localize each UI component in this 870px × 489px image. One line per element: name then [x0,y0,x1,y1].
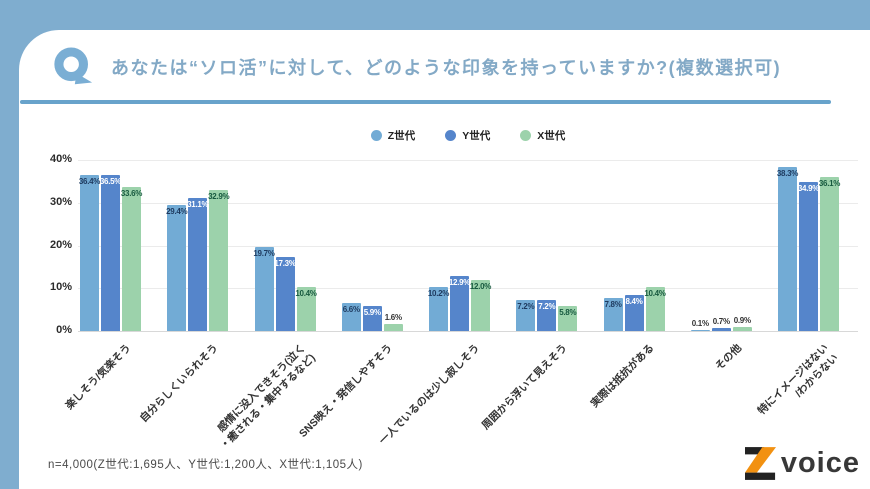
sample-size-note: n=4,000(Z世代:1,695人、Y世代:1,200人、X世代:1,105人… [48,459,363,471]
header: あなたは“ソロ活”に対して、どのような印象を持っていますか?(複数選択可) [53,46,781,88]
z-voice-logo: voice [744,447,860,480]
bar-value-label: 34.9% [797,183,820,193]
chart-legend: Z世代 Y世代 X世代 [78,128,858,143]
bar-value-label: 31.1% [187,200,209,210]
bar [80,175,99,331]
gridline [78,160,858,161]
question-bubble-q-icon [54,47,93,85]
bar-value-label: 0.7% [712,317,730,326]
gridline [78,245,858,247]
bar-value-label: 5.8% [559,308,577,318]
logo-text: voice [780,447,860,479]
bar-value-label: 33.6% [120,189,143,199]
bar-value-label: 10.4% [644,288,666,298]
x-axis-tick-label: その他 [712,342,744,373]
legend-label: Z世代 [387,130,416,142]
bar-value-label: 38.3% [776,169,799,179]
bar [341,302,361,331]
bar-value-label: 8.4% [625,297,643,307]
bar [624,295,644,331]
bar-value-label: 36.4% [78,177,101,187]
bar [603,297,623,331]
bar [645,286,665,331]
bar-value-label: 7.2% [517,302,535,312]
header-divider [20,100,831,104]
legend-dot-icon [520,130,532,141]
bar-value-label: 0.9% [733,316,751,326]
x-axis-tick-label: 一人でいるのは少し寂しそう [376,342,482,448]
x-axis-tick-label: 周囲から浮いて見えそう [479,342,570,432]
bar-value-label: 7.8% [604,299,622,309]
legend-item: Z世代 [370,128,416,143]
bar [275,257,295,331]
bar-value-label: 1.6% [384,313,402,323]
bar [690,330,710,331]
bar [429,287,448,331]
bar-value-label: 19.7% [253,248,275,258]
bar-value-label: 36.5% [99,176,122,186]
bar [471,279,490,331]
bar-value-label: 0.1% [691,319,709,328]
legend-label: Y世代 [462,130,491,142]
bar [558,306,578,331]
bar-value-label: 6.6% [342,304,360,314]
y-axis-tick-label: 0% [56,324,72,336]
legend-item: X世代 [520,128,565,143]
bar [383,324,403,331]
bar [799,181,818,331]
bar [122,187,141,331]
y-axis-tick-label: 10% [49,281,72,294]
gridline [78,202,858,204]
bar [711,328,731,331]
x-axis-tick-label: 楽しそう/気楽そう [63,342,133,412]
legend-label: X世代 [537,130,566,142]
legend-item: Y世代 [445,128,490,143]
bar [732,327,752,331]
bar-value-label: 7.2% [538,302,556,312]
bar-value-label: 5.9% [363,307,381,317]
bar-value-label: 17.3% [274,259,296,269]
bar-value-label: 10.4% [295,288,317,298]
bar [254,246,274,331]
bar [778,167,797,331]
bar [820,176,839,331]
gridline [78,331,858,332]
bar [209,190,229,331]
bar [537,300,557,331]
content-card: あなたは“ソロ活”に対して、どのような印象を持っていますか?(複数選択可) [19,30,870,489]
bar [362,305,382,331]
x-axis-tick-label: 自分らしくいられそう [137,342,221,425]
bar [101,174,120,331]
bar [450,275,469,331]
legend-dot-icon [370,130,382,141]
y-axis-tick-label: 30% [49,195,72,208]
x-axis-tick-label: 特にイメージはない /わからない [755,342,841,418]
bar-value-label: 36.1% [818,178,841,188]
logo-z-icon [744,447,776,480]
bar [167,205,187,331]
bar [516,300,536,331]
y-axis-tick-label: 20% [49,238,72,251]
x-axis-tick-label: 実際は抵抗がある [588,342,657,410]
page-title: あなたは“ソロ活”に対して、どのような印象を持っていますか?(複数選択可) [111,58,782,78]
legend-dot-icon [445,130,457,141]
bar-value-label: 12.9% [448,277,471,287]
bar-value-label: 12.0% [469,281,492,291]
bar [296,286,316,331]
bar-value-label: 10.2% [427,289,450,299]
bar-value-label: 29.4% [166,207,188,217]
bar [188,198,208,331]
bar-value-label: 32.9% [208,192,230,202]
y-axis-tick-label: 40% [49,153,72,165]
